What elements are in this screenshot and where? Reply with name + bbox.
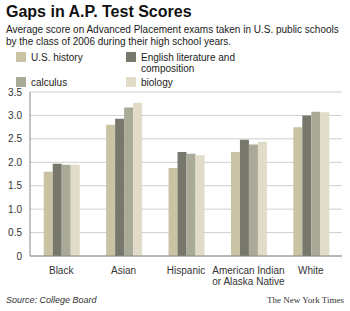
html-text:The New York Times: The New York Times <box>267 295 344 305</box>
html-text:English literature and composi: English literature and composition <box>141 52 235 74</box>
html-text:U.S. history: U.S. history <box>31 52 83 63</box>
svg-text:2.0: 2.0 <box>8 157 22 168</box>
html-text:calculus: calculus <box>31 77 68 88</box>
svg-text:American Indianor Alaska Nativ: American Indianor Alaska Native <box>212 265 285 287</box>
svg-text:Black: Black <box>49 265 74 276</box>
svg-text:White: White <box>298 265 324 276</box>
html-text:Average score on Advanced Plac: Average score on Advanced Placement exam… <box>6 24 339 47</box>
svg-text:0.5: 0.5 <box>8 227 22 238</box>
svg-text:1.0: 1.0 <box>8 204 22 215</box>
svg-text:Hispanic: Hispanic <box>167 265 205 276</box>
html-text:Source: College Board: Source: College Board <box>6 295 97 305</box>
html-text:biology: biology <box>141 77 173 88</box>
svg-text:2.5: 2.5 <box>8 133 22 144</box>
svg-text:3.5: 3.5 <box>8 87 22 98</box>
html-text:Gaps in A.P. Test Scores: Gaps in A.P. Test Scores <box>6 3 192 20</box>
svg-text:1.5: 1.5 <box>8 180 22 191</box>
svg-text:Asian: Asian <box>111 265 136 276</box>
svg-text:0: 0 <box>16 251 22 262</box>
svg-text:3.0: 3.0 <box>8 110 22 121</box>
